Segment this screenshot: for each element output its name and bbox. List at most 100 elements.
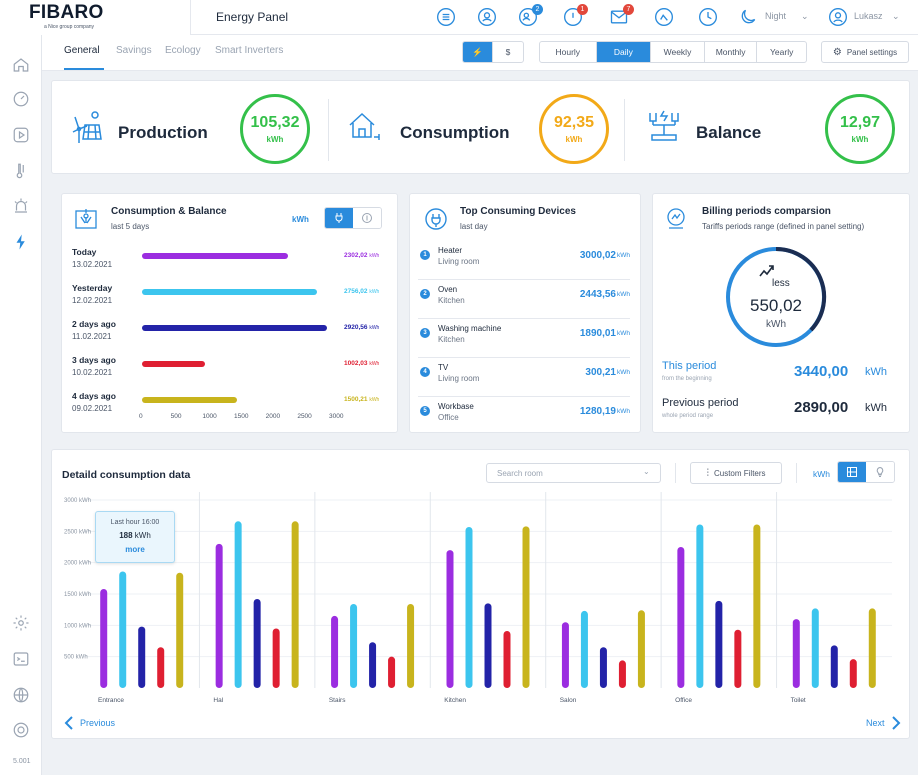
chart-bar[interactable]: [484, 603, 492, 688]
energy-toggle[interactable]: ⚡: [463, 42, 494, 62]
chart-bar[interactable]: [369, 642, 377, 688]
tab-general[interactable]: General: [64, 45, 100, 56]
chart-bar[interactable]: [215, 543, 223, 688]
chart-bar[interactable]: [599, 647, 607, 688]
chart-bar[interactable]: [350, 604, 358, 688]
chart-bar[interactable]: [677, 547, 685, 688]
lifebuoy-icon[interactable]: [12, 721, 30, 739]
plug-icon[interactable]: [325, 208, 353, 228]
night-mode-label[interactable]: Night: [765, 11, 787, 21]
chart-bar[interactable]: [407, 604, 415, 688]
chart-bar[interactable]: [465, 526, 473, 688]
topbar: Energy Panel 2 1 7 Night ⌄ Lukasz ⌄: [190, 0, 918, 35]
cb-row-date: 13.02.2021: [72, 260, 113, 269]
cb-bar[interactable]: [142, 289, 317, 295]
period-daily[interactable]: Daily: [596, 42, 652, 62]
globe-icon[interactable]: [12, 686, 30, 704]
device-name: Workbase: [438, 402, 474, 411]
cb-bar[interactable]: [142, 397, 237, 403]
chart-bar[interactable]: [446, 550, 454, 688]
device-row[interactable]: 1 Heater Living room 3000,02 kWh: [418, 242, 630, 280]
search-room-input[interactable]: Search room ⌄: [486, 463, 661, 483]
chart-bar[interactable]: [331, 615, 339, 688]
tab-smart-inverters[interactable]: Smart Inverters: [215, 45, 284, 56]
lightbulb-icon[interactable]: [866, 462, 894, 482]
consumption-label: Consumption: [400, 123, 510, 142]
alarm-icon[interactable]: [12, 197, 30, 215]
energy-icon[interactable]: [12, 233, 30, 251]
device-row[interactable]: 3 Washing machine Kitchen 1890,01 kWh: [418, 320, 630, 358]
chart-bar[interactable]: [696, 524, 704, 688]
app-title: Energy Panel: [216, 10, 289, 24]
tab-ecology[interactable]: Ecology: [165, 45, 201, 56]
moon-icon[interactable]: [738, 7, 758, 27]
gauge-icon[interactable]: [12, 90, 30, 108]
play-icon[interactable]: [12, 126, 30, 144]
device-row[interactable]: 5 Workbase Office 1280,19 kWh: [418, 398, 630, 436]
user-chevron-icon[interactable]: ⌄: [892, 11, 900, 21]
chart-bar[interactable]: [157, 647, 165, 688]
avatar-icon[interactable]: [828, 7, 848, 27]
detail-view-toggle: [837, 461, 895, 483]
device-unit: kWh: [617, 369, 630, 376]
chart-bar[interactable]: [119, 571, 127, 688]
cb-bar[interactable]: [142, 361, 206, 367]
cb-row-date: 11.02.2021: [72, 332, 112, 341]
chart-bar[interactable]: [291, 521, 299, 688]
cb-bar[interactable]: [142, 325, 327, 331]
next-label: Next: [866, 718, 885, 728]
chart-bar[interactable]: [388, 656, 396, 688]
chart-bar[interactable]: [503, 630, 511, 688]
money-toggle[interactable]: $: [505, 47, 511, 57]
device-row[interactable]: 4 TV Living room 300,21 kWh: [418, 359, 630, 397]
mail-icon[interactable]: 7: [609, 4, 634, 27]
user-name[interactable]: Lukasz: [854, 11, 883, 21]
alarm-bell-icon[interactable]: 1: [563, 4, 588, 27]
cycle-icon[interactable]: [353, 208, 381, 228]
chart-bar[interactable]: [715, 600, 723, 688]
custom-filters-button[interactable]: ⫶ Custom Filters: [690, 462, 782, 484]
chart-bar[interactable]: [849, 659, 857, 688]
chart-bar[interactable]: [580, 610, 588, 688]
profile-icon[interactable]: [654, 7, 674, 27]
chart-bar[interactable]: [138, 626, 146, 688]
chart-bar[interactable]: [272, 628, 280, 688]
tooltip-more-link[interactable]: more: [125, 545, 145, 554]
chart-bar[interactable]: [176, 572, 184, 688]
tab-savings[interactable]: Savings: [116, 45, 152, 56]
chart-bar[interactable]: [253, 599, 261, 688]
home-icon[interactable]: [12, 56, 30, 74]
chart-bar[interactable]: [637, 610, 645, 688]
chevron-down-icon[interactable]: ⌄: [801, 11, 809, 21]
panel-settings-button[interactable]: ⚙ Panel settings: [821, 41, 909, 63]
device-row[interactable]: 2 Oven Kitchen 2443,56 kWh: [418, 281, 630, 319]
period-hourly[interactable]: Hourly: [540, 42, 597, 62]
chart-bar[interactable]: [868, 608, 876, 688]
chart-bar[interactable]: [234, 521, 242, 688]
thermometer-icon[interactable]: [12, 162, 30, 180]
chart-bar[interactable]: [618, 660, 626, 688]
cb-bar[interactable]: [142, 253, 288, 259]
chart-bar[interactable]: [811, 608, 819, 688]
chart-bar[interactable]: [561, 622, 569, 688]
chart-bar[interactable]: [753, 524, 761, 688]
user-icon[interactable]: [477, 7, 497, 27]
clock-icon[interactable]: [698, 7, 718, 27]
period-yearly[interactable]: Yearly: [770, 47, 794, 57]
bar-chart-icon[interactable]: [838, 462, 866, 482]
period-weekly[interactable]: Weekly: [651, 42, 705, 62]
chart-bar[interactable]: [522, 526, 530, 688]
period-monthly[interactable]: Monthly: [705, 42, 758, 62]
chart-bar[interactable]: [100, 588, 108, 688]
previous-button[interactable]: Previous: [64, 716, 115, 730]
settings-icon[interactable]: [12, 614, 30, 632]
next-button[interactable]: Next: [866, 716, 901, 730]
x-category-label: Hal: [213, 697, 223, 704]
chart-bar[interactable]: [830, 645, 838, 688]
chart-bar[interactable]: [792, 619, 800, 688]
users-icon[interactable]: 2: [518, 4, 543, 27]
device-rank: 4: [420, 367, 430, 377]
list-icon[interactable]: [436, 7, 456, 27]
terminal-icon[interactable]: [12, 650, 30, 668]
chart-bar[interactable]: [734, 629, 742, 688]
